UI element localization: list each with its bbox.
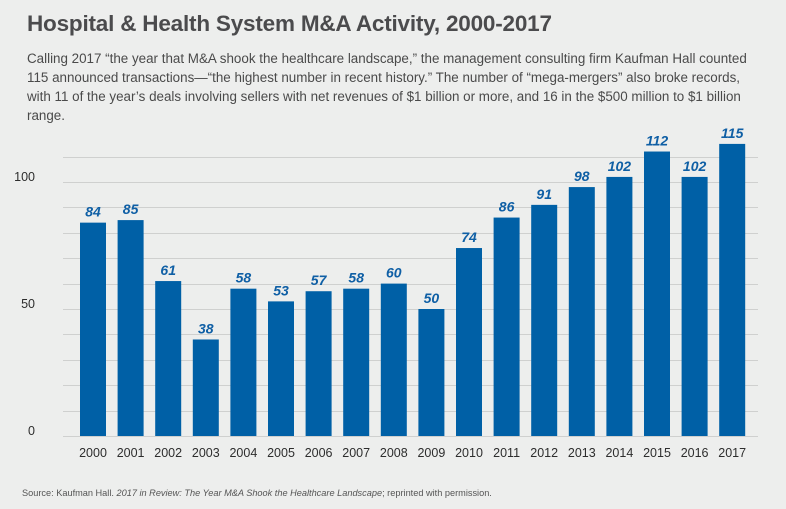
x-tick-label: 2005	[267, 446, 295, 460]
x-tick-label: 2006	[305, 446, 333, 460]
y-tick-label: 0	[28, 424, 35, 438]
x-tick-label: 2011	[493, 446, 520, 460]
x-tick-label: 2002	[154, 446, 182, 460]
value-label: 38	[198, 320, 214, 336]
bar	[230, 288, 257, 436]
x-tick-label: 2004	[229, 446, 257, 460]
chart-title: Hospital & Health System M&A Activity, 2…	[27, 11, 552, 36]
x-tick-label: 2012	[530, 446, 558, 460]
bar	[531, 204, 558, 436]
bar	[117, 220, 144, 436]
value-label: 112	[646, 133, 669, 149]
bar	[644, 151, 670, 436]
source-title: 2017 in Review: The Year M&A Shook the H…	[116, 488, 383, 498]
source-suffix: ; reprinted with permission.	[382, 488, 492, 498]
value-label: 102	[608, 158, 632, 174]
value-label: 58	[348, 270, 364, 286]
value-label: 53	[273, 282, 289, 298]
bar	[568, 187, 595, 436]
source-prefix: Source: Kaufman Hall.	[22, 488, 117, 498]
source-note: Source: Kaufman Hall. 2017 in Review: Th…	[22, 488, 492, 498]
y-tick-label: 50	[21, 297, 35, 311]
bars	[80, 143, 746, 437]
value-label: 85	[123, 201, 139, 217]
bar	[192, 339, 219, 436]
x-tick-label: 2010	[455, 446, 483, 460]
x-tick-label: 2014	[605, 446, 633, 460]
x-tick-label: 2007	[342, 446, 370, 460]
value-label: 74	[461, 229, 477, 245]
chart-description: Calling 2017 “the year that M&A shook th…	[27, 51, 747, 123]
x-tick-label: 2017	[718, 446, 746, 460]
x-axis-ticks: 2000 2001 2002 2003 2004 2005 2006 2007 2008 2009…	[79, 446, 746, 460]
bar	[155, 281, 182, 436]
bar	[343, 288, 370, 436]
value-label: 86	[499, 199, 515, 215]
value-label: 84	[85, 204, 101, 220]
bar	[681, 176, 708, 437]
bar	[493, 217, 520, 436]
x-tick-label: 2009	[417, 446, 445, 460]
value-label: 58	[236, 270, 252, 286]
value-labels: 84 85 61 38 58 53 57 58 60 50 74 86 91 98 102 112 102 115	[85, 125, 743, 337]
bar	[80, 222, 106, 436]
value-label: 115	[721, 125, 744, 141]
value-label: 91	[536, 186, 552, 202]
value-label: 98	[574, 168, 590, 184]
x-tick-label: 2016	[681, 446, 709, 460]
bar	[380, 283, 407, 436]
bar	[719, 143, 746, 436]
x-tick-label: 2000	[79, 446, 107, 460]
bar	[305, 291, 332, 436]
x-tick-label: 2001	[117, 446, 145, 460]
x-tick-label: 2015	[643, 446, 671, 460]
value-label: 50	[424, 290, 440, 306]
x-tick-label: 2008	[380, 446, 408, 460]
bar	[418, 309, 445, 436]
bar	[456, 248, 482, 436]
value-label: 60	[386, 265, 402, 281]
bar	[606, 176, 633, 437]
value-label: 102	[683, 158, 707, 174]
bar	[268, 301, 294, 436]
y-axis-ticks: 0 50 100	[14, 170, 35, 438]
value-label: 57	[311, 272, 328, 288]
x-tick-label: 2013	[568, 446, 596, 460]
y-tick-label: 100	[14, 170, 35, 184]
value-label: 61	[160, 262, 176, 278]
x-tick-label: 2003	[192, 446, 220, 460]
